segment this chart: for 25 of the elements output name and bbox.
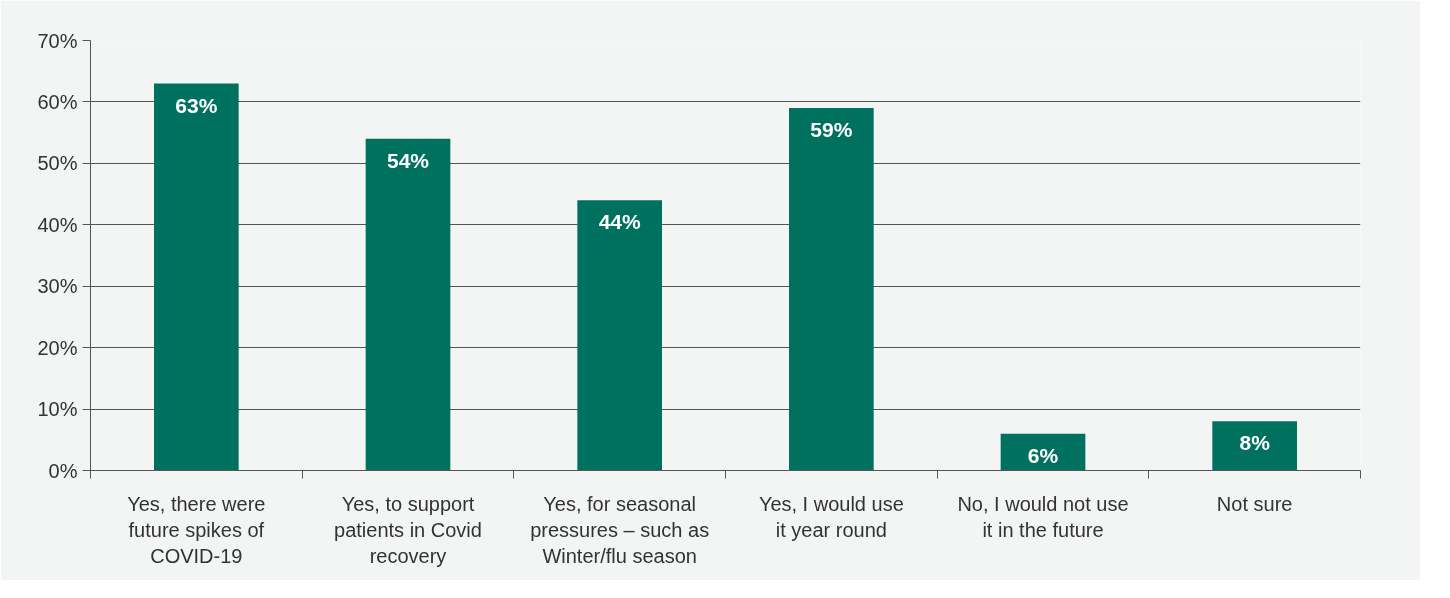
y-tick-label: 70%	[37, 29, 78, 52]
y-tick-label: 20%	[37, 336, 78, 359]
y-tick-label: 60%	[37, 90, 78, 113]
data-label: 8%	[1239, 431, 1271, 455]
y-tick-label: 40%	[37, 213, 78, 236]
bar	[154, 83, 239, 471]
y-tick-label: 10%	[37, 398, 78, 421]
x-tick-label: Not sure	[1216, 492, 1293, 515]
data-label: 54%	[386, 148, 430, 172]
data-label: 59%	[810, 118, 853, 142]
x-tick-label: No, I would not use it in the future	[957, 492, 1129, 541]
bar	[1212, 421, 1297, 471]
y-tick-label: 0%	[48, 459, 78, 482]
data-label: 63%	[175, 93, 218, 117]
y-tick-label: 50%	[37, 152, 78, 175]
data-label: 44%	[598, 210, 642, 234]
bar	[789, 108, 874, 471]
bar	[577, 200, 662, 471]
data-label: 6%	[1027, 443, 1059, 467]
bar	[365, 138, 451, 471]
x-tick-label: Yes, I would use it year round	[758, 492, 904, 541]
y-tick-label: 30%	[37, 275, 78, 298]
x-tick-label: Yes, there were future spikes of COVID-19	[127, 492, 266, 568]
x-tick-label: Yes, for seasonal pressures – such as Winter/flu season	[530, 492, 710, 568]
x-tick-label: Yes, to support patients in Covid recovery	[334, 492, 482, 568]
